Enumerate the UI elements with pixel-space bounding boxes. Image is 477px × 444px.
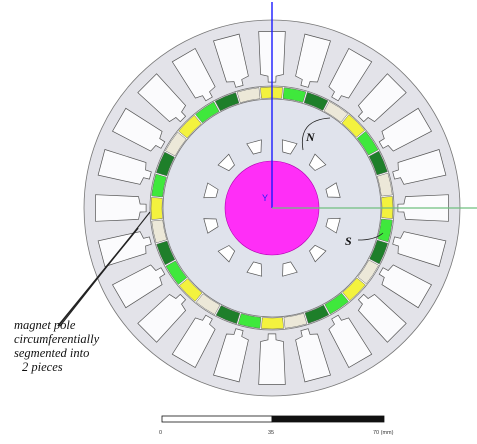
magnet-segment	[342, 277, 366, 302]
annotation-line: segmented into	[14, 346, 90, 360]
stator-slot	[357, 73, 407, 123]
magnet-segment	[261, 317, 284, 330]
magnet-segment	[195, 293, 221, 315]
rotor-hole	[203, 182, 219, 199]
magnet-segment	[178, 278, 203, 302]
magnet-segment	[165, 260, 188, 285]
scale-tick-label: 35	[268, 430, 275, 436]
magnet-segment	[155, 151, 175, 177]
scale-bar-segment	[161, 415, 273, 423]
magnet-segment	[214, 92, 240, 112]
magnet-segment	[151, 173, 167, 198]
magnet-segment	[165, 131, 187, 157]
rotor-hole	[325, 182, 341, 198]
magnet-segment	[304, 304, 330, 324]
south-leader-line	[357, 232, 384, 241]
magnet-segment	[356, 131, 379, 156]
stator-slot	[171, 48, 216, 102]
north-pole-label: N	[306, 130, 315, 144]
axis-origin-mark: Y	[262, 193, 268, 203]
pole-leader-line	[59, 211, 151, 327]
stator-slot	[112, 264, 166, 309]
stator-slot	[258, 333, 286, 385]
magnet-segment	[377, 218, 393, 243]
magnet-segment	[357, 259, 379, 285]
scale-bar-segment	[271, 415, 385, 423]
rotor-holes	[203, 139, 341, 277]
rotor-hole	[217, 153, 235, 172]
stator-slot	[171, 314, 216, 368]
magnet-segment	[195, 101, 220, 124]
rotor-hole	[325, 217, 341, 234]
magnet-segment	[237, 313, 262, 329]
stator-slot	[295, 33, 331, 88]
magnet-segment	[236, 87, 261, 103]
stator-slot	[112, 107, 166, 152]
scale-tick-label: 70 (mm)	[373, 430, 394, 436]
coordinate-axes: Y	[262, 2, 477, 209]
rotor-hole	[203, 218, 219, 234]
scale-tick-label: 0	[159, 430, 163, 436]
rotor-hole	[246, 139, 262, 155]
magnet-segment	[323, 101, 349, 123]
rotor-hole	[309, 244, 327, 263]
magnet-segment	[369, 239, 389, 265]
stator-slot	[328, 314, 373, 368]
magnet-segment	[156, 240, 176, 266]
stator-slot	[392, 149, 447, 185]
magnet-segment	[151, 219, 167, 244]
stator-slot	[378, 264, 432, 309]
stator-slot	[392, 231, 447, 267]
magnet-segment	[282, 87, 307, 103]
magnet-ring	[150, 86, 394, 330]
magnet-segment	[303, 91, 329, 111]
stator-slot	[137, 73, 187, 123]
annotation-leaders	[57, 117, 384, 327]
north-leader-line	[301, 117, 331, 151]
stator-slot	[213, 33, 249, 88]
stator-slot	[95, 194, 147, 222]
rotor-hole	[246, 261, 263, 277]
annotation-line: 2 pieces	[22, 360, 63, 374]
magnet-segment	[150, 197, 163, 220]
rotor-hole	[281, 139, 298, 155]
annotation-line: magnet pole	[14, 318, 76, 332]
magnet-segment	[178, 114, 202, 139]
magnet-segment	[215, 305, 241, 325]
magnet-segment	[324, 292, 349, 315]
stator-slot	[213, 328, 249, 383]
stator-slots	[95, 31, 449, 385]
south-pole-label: S	[345, 234, 352, 248]
stator-slot	[295, 328, 331, 383]
stator-slot	[328, 48, 373, 102]
rotor-hole	[282, 261, 298, 277]
stator-slot	[378, 107, 432, 152]
stator-slot	[97, 149, 152, 185]
stator-slot	[97, 231, 152, 267]
magnet-segment	[283, 313, 308, 329]
rotor-hole	[217, 245, 236, 263]
annotation-line: circumferentially	[14, 332, 100, 346]
magnet-segment	[368, 150, 388, 176]
magnet-segment	[377, 172, 393, 197]
stator-slot	[357, 293, 407, 343]
stator-slot	[137, 293, 187, 343]
scale-bar	[161, 415, 385, 423]
rotor-hole	[308, 153, 327, 171]
magnet-segment	[341, 114, 366, 138]
magnet-pole-annotation: magnet pole circumferentially segmented …	[14, 318, 134, 374]
